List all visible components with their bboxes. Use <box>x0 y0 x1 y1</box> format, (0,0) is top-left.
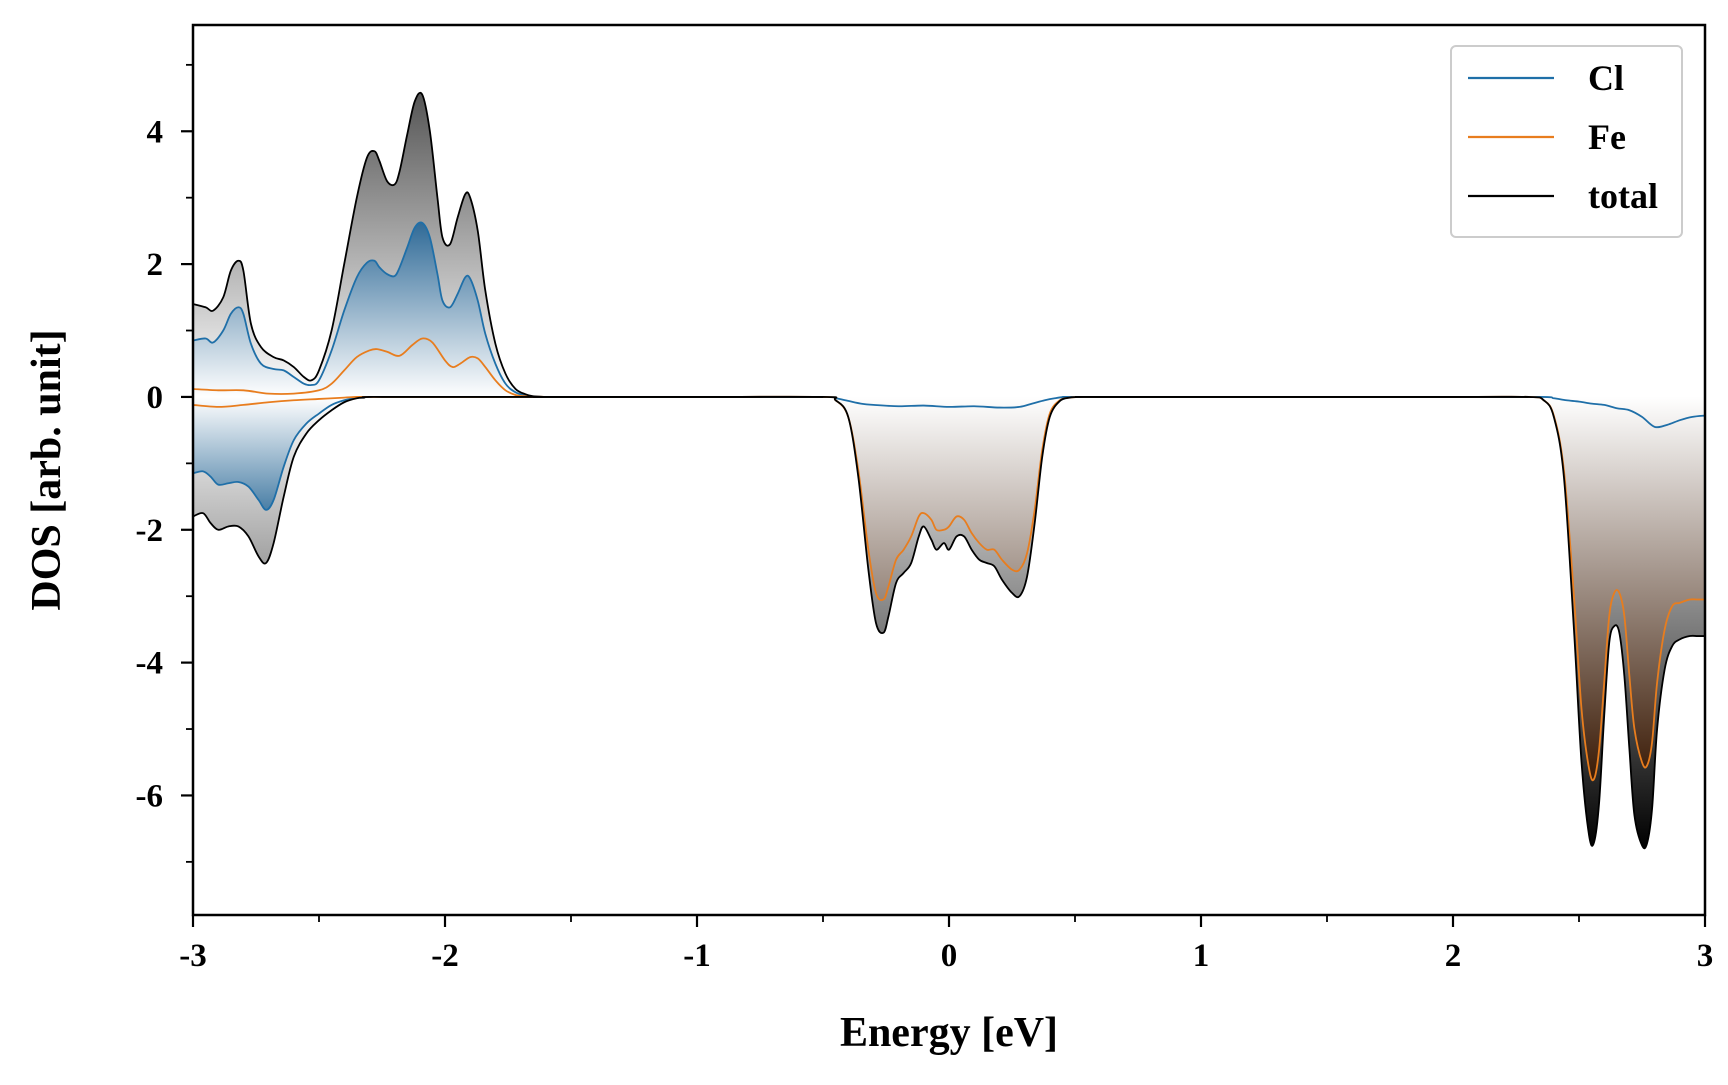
y-tick-label: -6 <box>136 778 164 814</box>
x-tick-label: 3 <box>1697 938 1714 974</box>
legend-label-total: total <box>1588 176 1658 216</box>
x-tick-label: -3 <box>179 938 207 974</box>
line-total-down <box>193 395 1705 850</box>
line-fe-up <box>193 337 546 398</box>
legend-box <box>1450 45 1683 238</box>
x-axis-label: Energy [eV] <box>840 1010 1058 1056</box>
dos-lines <box>193 91 1705 850</box>
y-tick-label: -2 <box>136 513 164 549</box>
y-axis-label: DOS [arb. unit] <box>24 329 70 610</box>
x-tick-label: 2 <box>1445 938 1462 974</box>
line-cl-up <box>193 221 546 398</box>
line-cl-down <box>193 395 1705 511</box>
x-tick-label: 0 <box>941 938 958 974</box>
line-total-up <box>193 91 546 398</box>
x-tick-label: -1 <box>683 938 711 974</box>
legend-label-cl: Cl <box>1588 58 1624 98</box>
y-tick-label: 0 <box>147 380 164 416</box>
y-axis-ticks: -6 -4 -2 0 2 4 <box>136 63 193 863</box>
legend: Cl Fe total <box>1450 45 1683 238</box>
x-axis-ticks: -3 -2 -1 0 1 2 3 <box>179 915 1713 974</box>
x-tick-label: -2 <box>431 938 459 974</box>
fill-cl-up <box>193 222 546 398</box>
legend-label-fe: Fe <box>1588 117 1626 157</box>
x-tick-label: 1 <box>1193 938 1210 974</box>
fill-fe-down <box>193 396 1705 781</box>
y-tick-label: 4 <box>147 114 164 150</box>
y-tick-label: -4 <box>136 646 164 682</box>
y-tick-label: 2 <box>147 247 164 283</box>
